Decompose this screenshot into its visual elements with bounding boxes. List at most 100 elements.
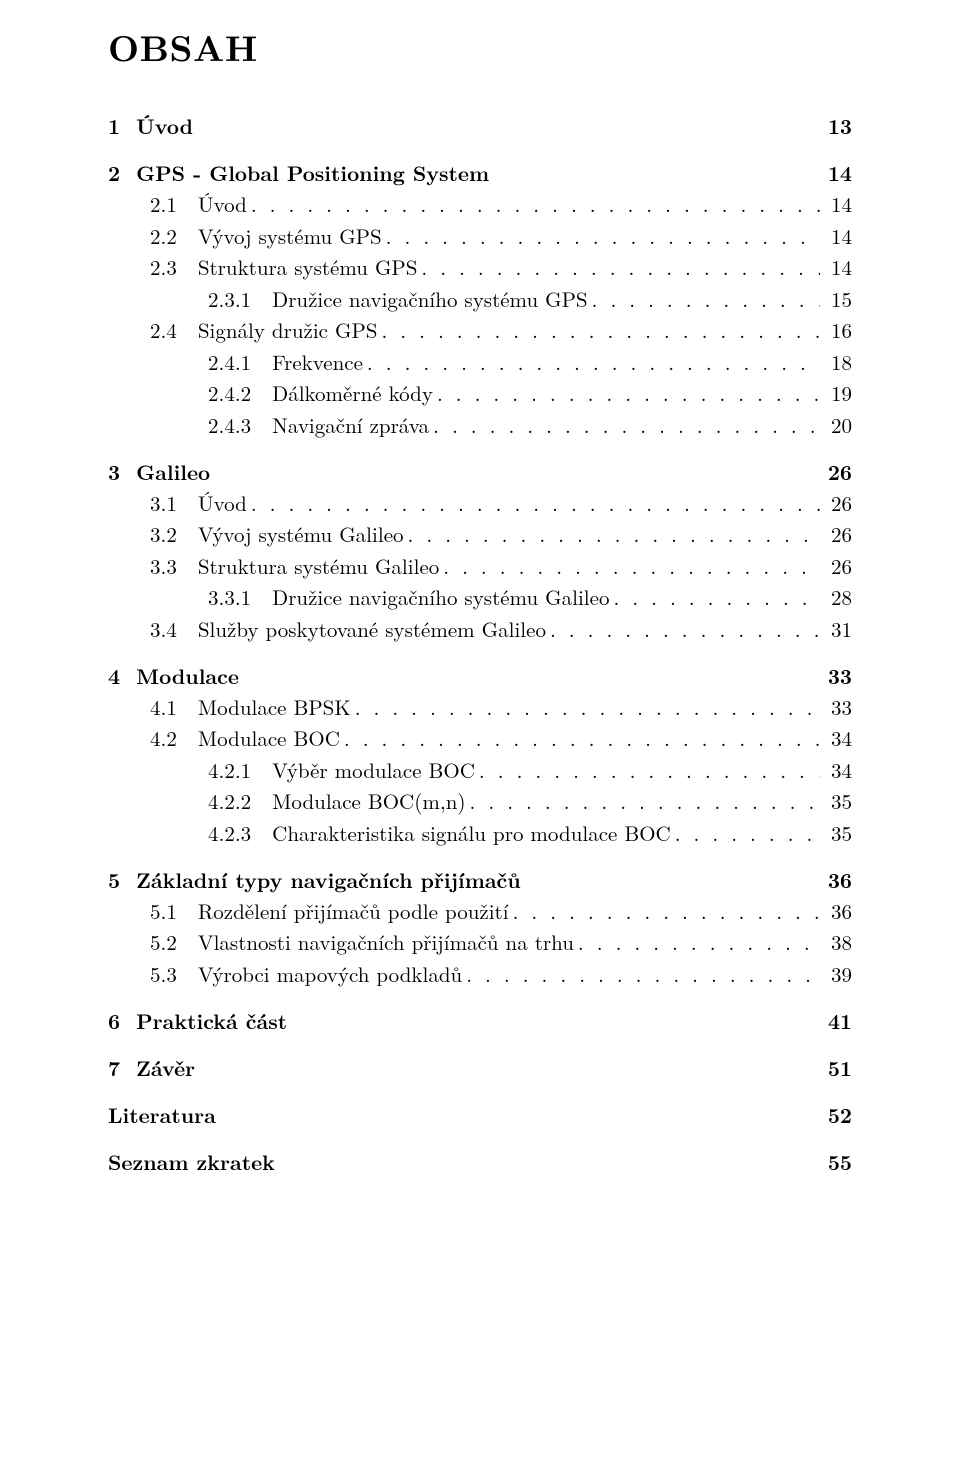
toc-entry-title: Vývoj systému GPS [198,226,382,247]
toc-entry-title: Družice navigačního systému Galileo [272,587,609,608]
toc-entry-page: 16 [820,320,852,341]
toc-entry-number: 5 [108,870,136,891]
toc-entry-title: Vlastnosti navigačních přijímačů na trhu [198,932,574,953]
toc-entry: 2.4.3 Navigační zpráva 20 [108,415,852,436]
toc-entry-title: Praktická část [136,1011,287,1032]
toc-entry: 4.2.3 Charakteristika signálu pro modula… [108,823,852,844]
toc-entry-number: 2.4 [150,320,198,341]
toc-entry-number: 3.1 [150,493,198,514]
toc-entry: 6 Praktická část41 [108,1011,852,1032]
toc-leader-dots [546,619,820,640]
toc-entry-number: 2.3 [150,257,198,278]
toc-leader-dots [363,352,820,373]
toc-leader-dots [439,556,820,577]
toc-entry-title: Struktura systému GPS [198,257,418,278]
toc-entry-title: Galileo [136,462,210,483]
toc-entry: Literatura52 [108,1105,852,1126]
toc-leader-dots [417,257,820,278]
toc-entry: 4.2.1 Výběr modulace BOC34 [108,760,852,781]
toc-entry-number: 3.3.1 [208,587,272,608]
toc-entry-page: 34 [820,728,852,749]
toc-leader-dots [247,493,820,514]
toc-entry: 2.2 Vývoj systému GPS14 [108,226,852,247]
toc-entry-title: GPS - Global Positioning System [136,163,489,184]
toc-entry-page: 13 [820,116,852,137]
toc-entry-title: Struktura systému Galileo [198,556,439,577]
toc-entry-page: 20 [820,415,852,436]
toc-entry-number: 4.2.3 [208,823,272,844]
toc-entry-title: Navigační zpráva [272,415,429,436]
toc-list: 1 Úvod132 GPS - Global Positioning Syste… [108,116,852,1173]
toc-entry-number: 5.2 [150,932,198,953]
toc-entry: 4.2.2 Modulace BOC(m,n)35 [108,791,852,812]
toc-entry-title: Vývoj systému Galileo [198,524,404,545]
toc-entry-number: 3.2 [150,524,198,545]
toc-entry-title: Seznam zkratek [108,1152,275,1173]
toc-entry-number: 3.4 [150,619,198,640]
toc-entry: 5.1 Rozdělení přijímačů podle použití36 [108,901,852,922]
toc-entry: 5.2 Vlastnosti navigačních přijímačů na … [108,932,852,953]
toc-entry-page: 33 [820,697,852,718]
toc-leader-dots [377,320,820,341]
toc-entry-number: 5.1 [150,901,198,922]
toc-entry: 3.4 Služby poskytované systémem Galileo3… [108,619,852,640]
toc-entry-number: 2.4.3 [208,415,272,436]
toc-leader-dots [247,194,820,215]
toc-entry-title: Výrobci mapových podkladů [198,964,462,985]
toc-entry: 2 GPS - Global Positioning System14 [108,163,852,184]
toc-entry-title: Modulace BOC(m,n) [272,791,465,812]
toc-entry-page: 38 [820,932,852,953]
toc-leader-dots [609,587,820,608]
toc-entry-number: 2.1 [150,194,198,215]
toc-entry: 2.4 Signály družic GPS 16 [108,320,852,341]
toc-entry-page: 55 [820,1152,852,1173]
toc-entry-title: Úvod [198,493,247,514]
toc-entry-number: 4 [108,666,136,687]
toc-entry: 1 Úvod13 [108,116,852,137]
toc-leader-dots [462,964,820,985]
toc-leader-dots [466,791,820,812]
toc-entry: 2.4.1 Frekvence18 [108,352,852,373]
toc-entry-page: 28 [820,587,852,608]
toc-entry: 7 Závěr 51 [108,1058,852,1079]
toc-entry-number: 3.3 [150,556,198,577]
toc-entry-number: 1 [108,116,136,137]
toc-entry-page: 18 [820,352,852,373]
toc-entry-page: 34 [820,760,852,781]
toc-entry-number: 2.3.1 [208,289,272,310]
toc-entry-number: 4.1 [150,697,198,718]
toc-entry-page: 35 [820,823,852,844]
toc-entry-number: 2 [108,163,136,184]
toc-entry-number: 7 [108,1058,136,1079]
toc-entry-page: 19 [820,383,852,404]
toc-leader-dots [574,932,820,953]
toc-entry-page: 36 [820,870,852,891]
toc-entry-page: 51 [820,1058,852,1079]
toc-entry-page: 15 [820,289,852,310]
toc-entry-number: 4.2.1 [208,760,272,781]
toc-entry-number: 2.4.1 [208,352,272,373]
toc-entry-title: Signály družic GPS [198,320,378,341]
toc-entry-title: Modulace BPSK [198,697,351,718]
toc-entry-title: Literatura [108,1105,216,1126]
toc-entry-number: 4.2 [150,728,198,749]
toc-entry-page: 14 [820,194,852,215]
toc-entry-page: 26 [820,493,852,514]
toc-entry-title: Závěr [136,1058,195,1079]
toc-entry: 3.1 Úvod 26 [108,493,852,514]
toc-leader-dots [475,760,820,781]
toc-entry: 5 Základní typy navigačních přijímačů36 [108,870,852,891]
toc-entry-number: 3 [108,462,136,483]
toc-entry: Seznam zkratek 55 [108,1152,852,1173]
toc-entry: 3.3.1 Družice navigačního systému Galile… [108,587,852,608]
toc-leader-dots [588,289,820,310]
toc-entry-page: 39 [820,964,852,985]
toc-entry: 4.2 Modulace BOC34 [108,728,852,749]
toc-entry-page: 26 [820,462,852,483]
toc-entry-page: 33 [820,666,852,687]
toc-heading: OBSAH [108,20,852,72]
toc-leader-dots [671,823,820,844]
toc-entry-number: 4.2.2 [208,791,272,812]
toc-entry: 2.3 Struktura systému GPS14 [108,257,852,278]
toc-entry-number: 5.3 [150,964,198,985]
